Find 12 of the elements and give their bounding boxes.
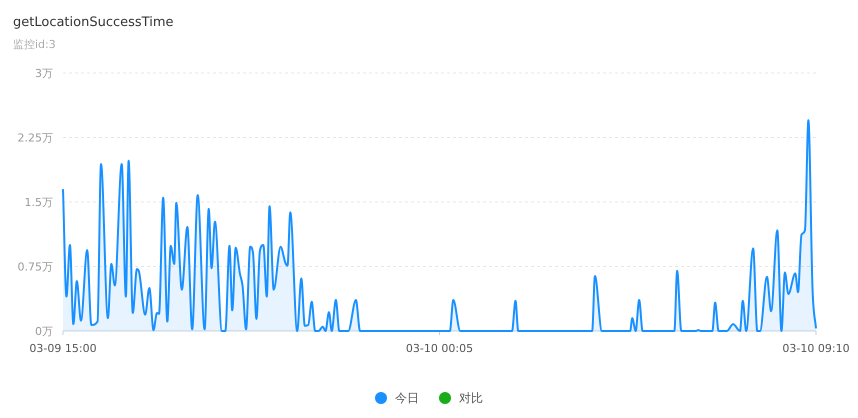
- legend-label: 对比: [459, 391, 483, 405]
- y-tick-label: 1.5万: [24, 196, 53, 209]
- y-tick-label: 3万: [35, 67, 53, 80]
- x-tick-label: 03-09 15:00: [29, 342, 97, 355]
- chart-subtitle: 监控id:3: [13, 38, 56, 51]
- y-tick-label: 0.75万: [18, 260, 53, 274]
- x-tick-label: 03-10 00:05: [406, 342, 474, 355]
- chart-title: getLocationSuccessTime: [13, 15, 174, 30]
- x-tick-label: 03-10 09:10: [782, 342, 850, 355]
- y-tick-label: 2.25万: [18, 132, 53, 144]
- y-tick-label: 0万: [35, 325, 53, 338]
- legend-label: 今日: [395, 391, 419, 405]
